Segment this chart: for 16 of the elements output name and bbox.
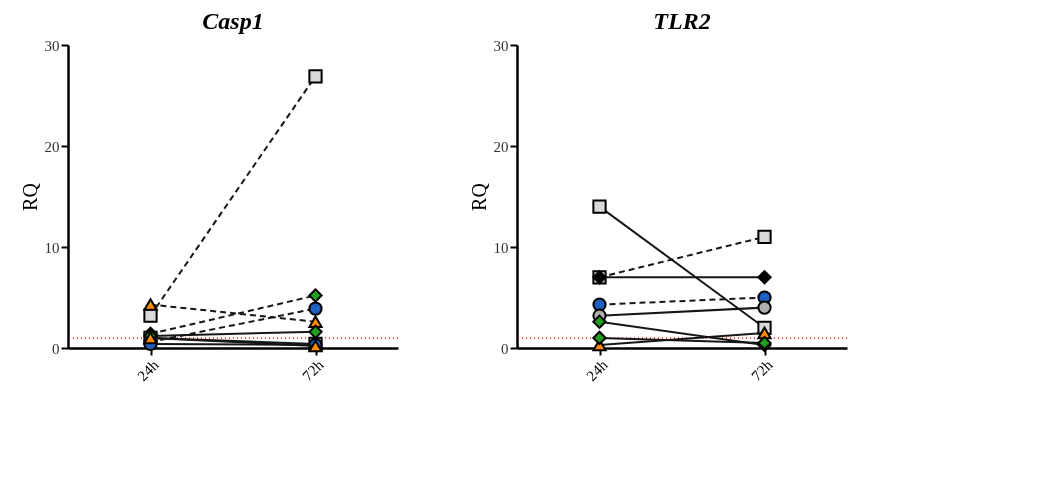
x-tick-label: 72h	[748, 356, 776, 385]
y-tick-label: 0	[52, 340, 60, 357]
y-tick-label: 10	[44, 239, 60, 256]
y-axis-title: RQ	[18, 182, 41, 211]
x-tick-label: 72h	[299, 356, 327, 385]
y-tick-label: 20	[493, 138, 509, 155]
y-tick-label: 30	[493, 37, 509, 54]
y-tick-label: 20	[44, 138, 60, 155]
y-tick-label: 10	[493, 239, 509, 256]
y-tick-label: 0	[501, 340, 509, 357]
y-tick-label: 30	[44, 37, 60, 54]
x-tick-label: 24h	[134, 356, 162, 385]
y-axis-title: RQ	[467, 182, 490, 211]
x-tick-label: 24h	[583, 356, 611, 385]
chart-title: Casp1	[202, 8, 264, 34]
chart-title: TLR2	[653, 8, 711, 34]
